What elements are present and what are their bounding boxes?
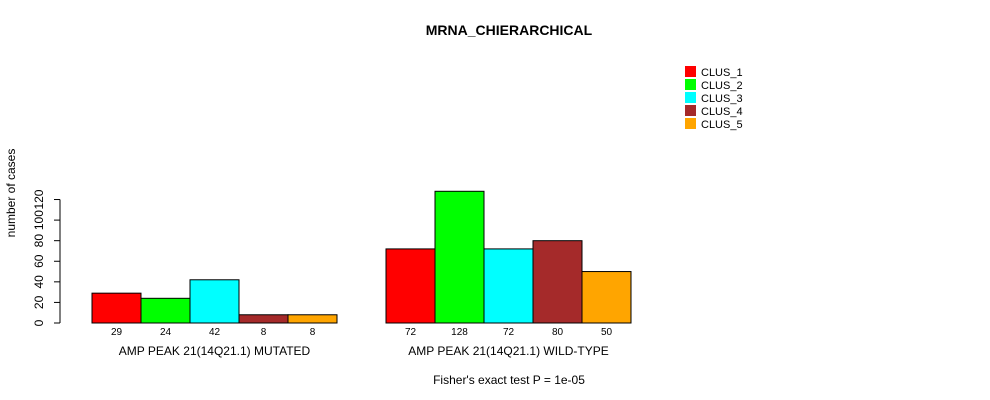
footnote: Fisher's exact test P = 1e-05 — [433, 373, 585, 387]
legend-entry: CLUS_4 — [701, 106, 743, 118]
legend-swatch — [685, 66, 696, 77]
y-tick-label: 20 — [32, 295, 46, 309]
bar-clus-4-wild-type — [532, 240, 583, 324]
y-tick-label: 120 — [32, 189, 46, 209]
legend-entry: CLUS_5 — [701, 119, 743, 131]
legend-swatch — [685, 105, 696, 116]
bar-count-label: 72 — [503, 327, 515, 338]
bar-count-label: 42 — [209, 327, 221, 338]
bar-clus-2-mutated — [140, 297, 191, 324]
bar-clus-2-wild-type — [434, 190, 485, 324]
legend-entry: CLUS_3 — [701, 93, 743, 105]
bar-clus-3-wild-type — [483, 248, 534, 324]
y-tick-label: 40 — [32, 275, 46, 289]
bar-count-label: 50 — [601, 327, 613, 338]
y-tick-label: 60 — [32, 254, 46, 268]
y-tick-label: 80 — [32, 234, 46, 248]
bar-count-label: 80 — [552, 327, 564, 338]
legend-swatch — [685, 79, 696, 90]
bar-count-label: 24 — [160, 327, 172, 338]
legend-swatch — [685, 118, 696, 129]
legend-swatch — [685, 92, 696, 103]
bar-clus-4-mutated — [238, 314, 289, 324]
bar-clus-5-mutated — [287, 314, 338, 324]
y-tick-label: 0 — [32, 319, 46, 326]
bar-count-label: 29 — [111, 327, 123, 338]
bar-clus-3-mutated — [189, 279, 240, 324]
bar-count-label: 128 — [451, 327, 468, 338]
y-tick-label: 100 — [32, 210, 46, 230]
legend-entry: CLUS_2 — [701, 80, 743, 92]
bar-count-label: 8 — [261, 327, 267, 338]
bar-clus-1-wild-type — [385, 248, 436, 324]
bar-count-label: 72 — [405, 327, 417, 338]
legend-entry: CLUS_1 — [701, 67, 743, 79]
y-axis-label: number of cases — [4, 149, 18, 238]
bar-clus-5-wild-type — [581, 271, 632, 324]
bar-clus-1-mutated — [91, 292, 142, 324]
group-label-wild-type: AMP PEAK 21(14Q21.1) WILD-TYPE — [408, 344, 609, 358]
group-label-mutated: AMP PEAK 21(14Q21.1) MUTATED — [119, 344, 311, 358]
chart-title: MRNA_CHIERARCHICAL — [426, 22, 593, 38]
bar-count-label: 8 — [310, 327, 316, 338]
